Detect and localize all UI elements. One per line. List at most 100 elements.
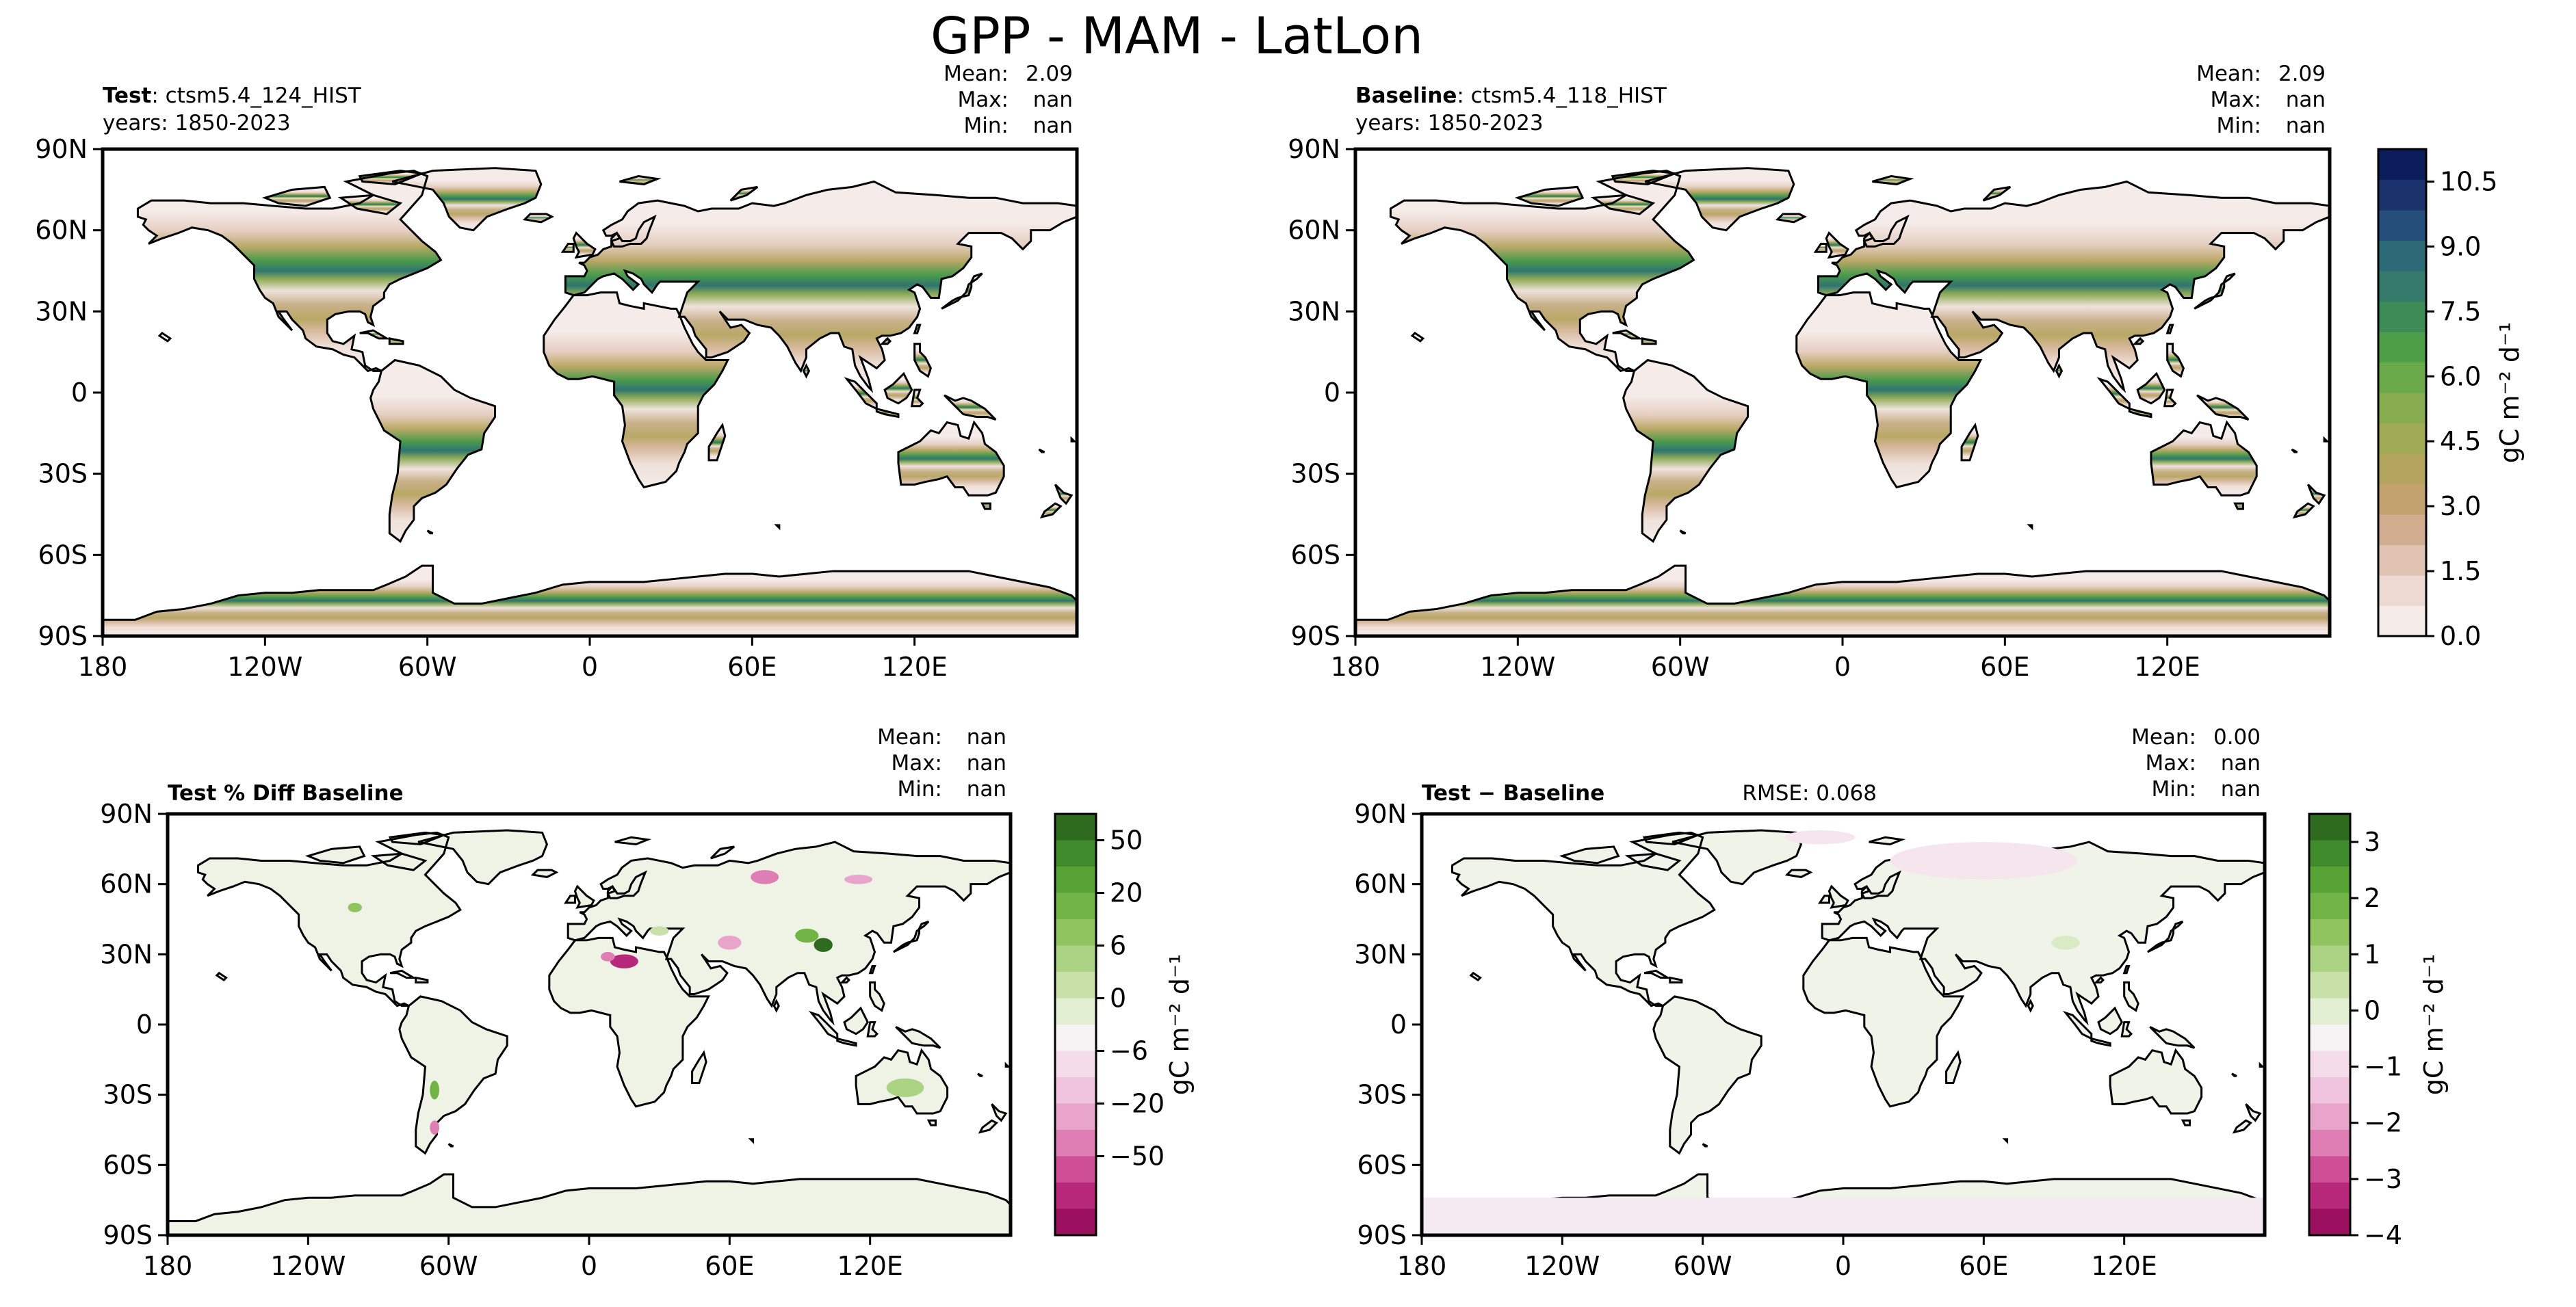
- stat-value: nan: [2221, 751, 2261, 776]
- x-tick-label: 60W: [398, 652, 457, 682]
- colorbar-frame: [2308, 813, 2352, 1237]
- colorbar-tick-label: 0.0: [2440, 621, 2481, 651]
- y-tick-label: 30S: [1291, 459, 1340, 489]
- colorbar-segment: [1055, 1103, 1096, 1131]
- colorbar-segment: [2309, 972, 2350, 999]
- colorbar-tick-label: 9.0: [2440, 231, 2481, 261]
- colorbar-frame: [1054, 813, 1097, 1237]
- panels: 180 120W 60W 0 60E 120E 90N 60N 30N 0 30S 60S 90S Tes…: [35, 62, 2525, 1281]
- colorbar-segment: [2309, 1077, 2350, 1105]
- colorbar-segment: [2309, 1156, 2350, 1183]
- colorbar-segment: [2378, 575, 2426, 607]
- stat-value: nan: [967, 751, 1006, 776]
- panel-abs_diff: 180 120W 60W 0 60E 120E 90N 60N 30N 0 30S 60S 90S Tes…: [1354, 725, 2449, 1281]
- colorbar-segment: [2378, 179, 2426, 211]
- stat-value: 0.00: [2213, 725, 2261, 750]
- stat-label: Max:: [2210, 88, 2261, 112]
- colorbar-segment: [2378, 301, 2426, 332]
- diff-patch: [2051, 935, 2080, 950]
- colorbar-segment: [2378, 210, 2426, 241]
- x-tick-label: 0: [1834, 652, 1851, 682]
- diff-patch: [430, 1120, 439, 1135]
- colorbar-segment: [1055, 945, 1096, 973]
- y-tick-label: 30S: [38, 459, 88, 489]
- x-tick-label: 120W: [270, 1251, 346, 1281]
- stat-label: Mean:: [877, 725, 942, 750]
- colorbar-segment: [2309, 1209, 2350, 1236]
- diff-patch: [610, 954, 638, 968]
- colorbar-segment: [1055, 972, 1096, 999]
- diff-patch: [718, 935, 742, 950]
- y-tick-label: 0: [1390, 1009, 1407, 1040]
- colorbar-tick-label: −3: [2364, 1164, 2402, 1194]
- x-tick-label: 180: [143, 1251, 193, 1281]
- colorbar-segment: [2309, 814, 2350, 841]
- panel-test: 180 120W 60W 0 60E 120E 90N 60N 30N 0 30S 60S 90S Tes…: [35, 62, 1079, 682]
- colorbar-segment: [2309, 1051, 2350, 1078]
- diff-patch: [751, 870, 779, 884]
- colorbar-segment: [1055, 867, 1096, 894]
- colorbar-segment: [1055, 1051, 1096, 1078]
- x-tick-label: 120W: [1524, 1251, 1600, 1281]
- x-tick-label: 60E: [705, 1251, 754, 1281]
- colorbar-tick-label: 0: [1110, 983, 1126, 1014]
- y-tick-label: 60S: [1357, 1150, 1407, 1180]
- x-tick-label: 120E: [837, 1251, 903, 1281]
- diff-patch: [814, 938, 833, 952]
- stat-value: nan: [2221, 777, 2261, 802]
- colorbar-segment: [2309, 998, 2350, 1025]
- stat-label: Max:: [957, 88, 1009, 112]
- diff-patch: [795, 928, 819, 943]
- y-tick-label: 90N: [1288, 134, 1340, 164]
- colorbar-segment: [2378, 393, 2426, 424]
- colorbar-tick-label: −6: [1110, 1036, 1148, 1066]
- colorbar-segment: [2378, 484, 2426, 515]
- x-tick-label: 120E: [2134, 652, 2200, 682]
- y-tick-label: 30N: [1354, 939, 1407, 969]
- colorbar: 3 2 1 0 −1 −2 −3 −4 gC m⁻² d⁻¹: [2308, 813, 2449, 1250]
- colorbar-tick-label: 4.5: [2440, 426, 2481, 456]
- y-tick-label: 90N: [1354, 799, 1407, 829]
- y-tick-label: 30S: [1357, 1080, 1407, 1110]
- diff-patch: [844, 874, 873, 884]
- x-tick-label: 60W: [1651, 652, 1710, 682]
- colorbar-tick-label: 1.5: [2440, 556, 2481, 586]
- colorbar-segment: [2378, 605, 2426, 637]
- x-tick-label: 180: [78, 652, 128, 682]
- stat-value: 2.09: [1026, 62, 1073, 86]
- stat-label: Max:: [891, 751, 942, 776]
- diff-patch: [886, 1078, 924, 1098]
- colorbar-segment: [2309, 1025, 2350, 1052]
- x-tick-label: 0: [581, 1251, 597, 1281]
- colorbar-tick-label: 7.5: [2440, 296, 2481, 326]
- colorbar-tick-label: 3: [2364, 827, 2380, 857]
- colorbar-tick-label: 10.5: [2440, 166, 2498, 196]
- colorbar: 50 20 6 0 −6 −20 −50 gC m⁻² d⁻¹: [1054, 813, 1195, 1237]
- colorbar-segment: [2378, 240, 2426, 272]
- x-tick-label: 120W: [1480, 652, 1555, 682]
- stat-value: nan: [2286, 114, 2326, 138]
- y-tick-label: 90S: [38, 621, 88, 651]
- x-tick-label: 120E: [2091, 1251, 2157, 1281]
- colorbar-segment: [1055, 814, 1096, 841]
- colorbar-segment: [1055, 919, 1096, 947]
- stat-label: Min:: [2152, 777, 2196, 802]
- x-tick-label: 60E: [1959, 1251, 2008, 1281]
- colorbar-tick-label: 1: [2364, 939, 2380, 969]
- x-tick-label: 60E: [1980, 652, 2029, 682]
- colorbar-segment: [1055, 893, 1096, 920]
- colorbar-tick-label: 3.0: [2440, 491, 2481, 521]
- map-area: [168, 830, 1011, 1235]
- stat-value: nan: [967, 777, 1006, 802]
- colorbar-segment: [1055, 998, 1096, 1025]
- diff-patch: [430, 1081, 439, 1100]
- colorbar-tick-label: 0: [2364, 995, 2380, 1025]
- colorbar-segment: [1055, 1183, 1096, 1210]
- rmse-label: RMSE: 0.068: [1742, 781, 1877, 806]
- figure-title: GPP - MAM - LatLon: [931, 7, 1423, 66]
- colorbar-tick-label: 2: [2364, 883, 2380, 913]
- stat-label: Min:: [2217, 114, 2261, 138]
- colorbar-segment: [2378, 271, 2426, 302]
- diff-patch: [1784, 830, 1856, 845]
